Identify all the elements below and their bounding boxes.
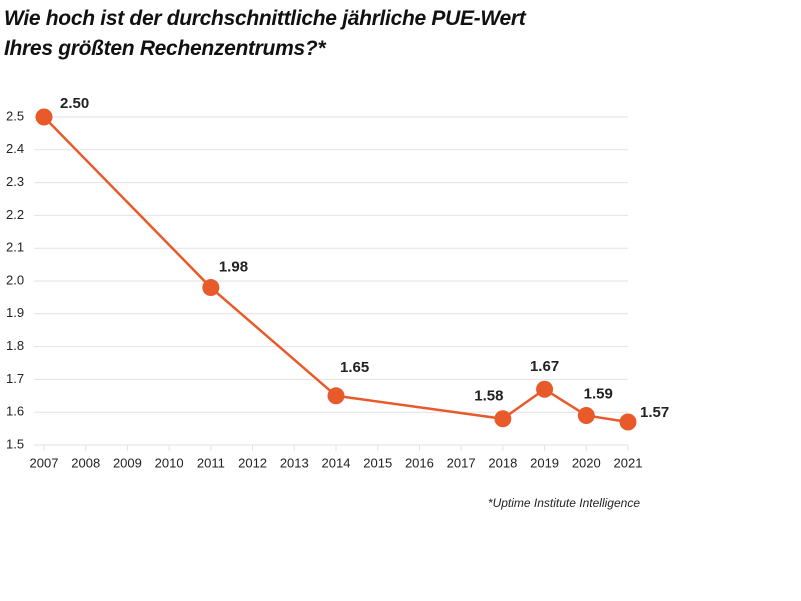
chart-title: Wie hoch ist der durchschnittliche jährl… [4, 7, 526, 60]
y-tick-label: 1.6 [6, 404, 24, 419]
data-point [327, 387, 345, 405]
x-tick-label: 2007 [30, 455, 59, 470]
data-label: 1.58 [474, 388, 503, 405]
x-tick-label: 2015 [363, 455, 392, 470]
data-point [35, 108, 53, 126]
y-tick-label: 2.0 [6, 272, 24, 287]
x-tick-label: 2012 [238, 455, 267, 470]
x-tick-label: 2008 [71, 455, 100, 470]
data-label: 1.57 [640, 404, 669, 421]
x-tick-label: 2011 [197, 455, 225, 470]
data-point [536, 380, 554, 398]
data-label: 2.50 [60, 95, 89, 112]
y-tick-label: 2.5 [6, 108, 24, 123]
footnote: *Uptime Institute Intelligence [488, 496, 640, 510]
x-tick-label: 2020 [572, 455, 601, 470]
data-point [494, 410, 512, 428]
data-label: 1.98 [219, 259, 248, 276]
y-tick-label: 2.4 [6, 141, 24, 156]
x-tick-label: 2017 [447, 455, 476, 470]
data-label: 1.67 [530, 358, 559, 375]
y-tick-label: 2.2 [6, 207, 24, 222]
x-tick-label: 2016 [405, 455, 434, 470]
data-point [619, 413, 637, 431]
y-tick-label: 1.7 [6, 371, 24, 386]
x-tick-label: 2013 [280, 455, 309, 470]
y-tick-label: 1.8 [6, 338, 24, 353]
data-label: 1.65 [340, 359, 369, 376]
y-tick-label: 2.3 [6, 174, 24, 189]
x-tick-label: 2014 [322, 455, 351, 470]
x-tick-label: 2021 [614, 455, 643, 470]
series-line [43, 116, 629, 424]
data-point [577, 406, 595, 424]
x-tick-label: 2010 [155, 455, 184, 470]
data-point [202, 279, 220, 297]
y-tick-label: 1.9 [6, 305, 24, 320]
x-tick-label: 2019 [530, 455, 559, 470]
y-tick-label: 1.5 [6, 436, 24, 451]
y-tick-label: 2.1 [6, 240, 24, 255]
data-label: 1.59 [584, 385, 613, 402]
x-tick-label: 2009 [113, 455, 142, 470]
x-tick-label: 2018 [488, 455, 517, 470]
